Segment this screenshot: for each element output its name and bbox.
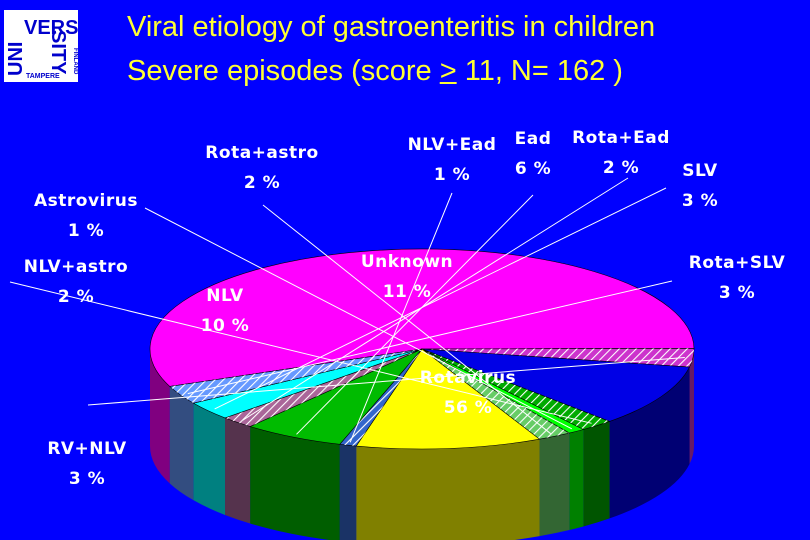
pie-hatch-rota-slv [169, 349, 422, 404]
pie-hatch-rota-astro [422, 349, 570, 440]
page-title: Viral etiology of gastroenteritis in chi… [127, 11, 656, 43]
slice-name-nlv-astro: NLV+astro [24, 257, 128, 277]
slice-name-ead: Ead [515, 129, 552, 149]
pie-side-rota-ead [225, 417, 251, 524]
slice-name-rota-ead: Rota+Ead [572, 128, 670, 148]
slice-name-astrovirus: Astrovirus [34, 191, 138, 211]
pie-side-astrovirus [569, 429, 584, 531]
leader-line-nlv-astro [9, 281, 592, 424]
pie-side-ead [250, 426, 340, 540]
logo-background [4, 10, 78, 82]
pie-hatch-rota-ead [225, 349, 422, 427]
slice-name-nlv: NLV [206, 286, 244, 306]
pie-side-nlv [609, 367, 690, 519]
slice-value-rota-astro: 2 % [244, 173, 280, 193]
pie-slice-nlv [421, 348, 691, 422]
pie-side-unknown [356, 439, 540, 540]
slice-value-slv: 3 % [682, 191, 718, 211]
slice-name-unknown: Unknown [361, 252, 453, 272]
slice-value-astrovirus: 1 % [68, 221, 104, 241]
slice-name-slv: SLV [682, 161, 718, 181]
pie-side-slv [193, 403, 226, 515]
leader-line-rota-ead [242, 177, 629, 421]
slice-value-ead: 6 % [515, 159, 551, 179]
slice-name-rotavirus: Rotavirus [420, 368, 516, 388]
leader-line-rv-nlv [87, 356, 685, 406]
pie-side-nlv-ead [339, 444, 357, 540]
leader-line-slv [214, 187, 667, 410]
slice-value-nlv-ead: 1 % [434, 165, 470, 185]
pie-slice-unknown [355, 348, 541, 450]
leader-line-rota-astro [262, 204, 552, 435]
subtitle-part-b: 11, N= 162 ) [456, 55, 623, 87]
pie-slice-rotavirus [149, 248, 695, 387]
slice-value-rota-ead: 2 % [603, 158, 639, 178]
pie-side-rota-slv [169, 386, 194, 501]
subtitle-part-a: Severe episodes (score [127, 55, 440, 87]
pie-side-rotavirus [150, 349, 170, 484]
slice-name-nlv-ead: NLV+Ead [408, 135, 497, 155]
slice-value-rotavirus: 56 % [444, 398, 493, 418]
slice-value-unknown: 11 % [383, 282, 432, 302]
leader-line-rota-slv [187, 280, 673, 395]
logo-text-tampere: TAMPERE [26, 73, 60, 80]
slice-name-rota-astro: Rota+astro [205, 143, 318, 163]
leader-line-astrovirus [144, 207, 573, 430]
leader-line-ead [296, 194, 534, 435]
page-subtitle: Severe episodes (score > 11, N= 162 ) [127, 55, 623, 88]
slice-value-nlv: 10 % [201, 316, 250, 336]
logo-text-sity: SITY [47, 30, 69, 75]
university-logo: VERS UNI SITY TAMPERE FINLAND [4, 10, 78, 82]
slice-value-rota-slv: 3 % [719, 283, 755, 303]
slice-name-rota-slv: Rota+SLV [689, 253, 786, 273]
logo-text-vers: VERS [24, 17, 78, 39]
pie-side-rota-astro [539, 433, 570, 537]
subtitle-ge-symbol: > [439, 55, 457, 87]
pie-side-nlv-astro [583, 421, 610, 527]
pie-side-rv-nlv [689, 349, 694, 465]
logo-text-uni: UNI [5, 42, 27, 76]
slice-value-nlv-astro: 2 % [58, 287, 94, 307]
logo-text-finland: FINLAND [72, 48, 78, 75]
slice-value-rv-nlv: 3 % [69, 469, 105, 489]
slice-name-rv-nlv: RV+NLV [47, 439, 127, 459]
